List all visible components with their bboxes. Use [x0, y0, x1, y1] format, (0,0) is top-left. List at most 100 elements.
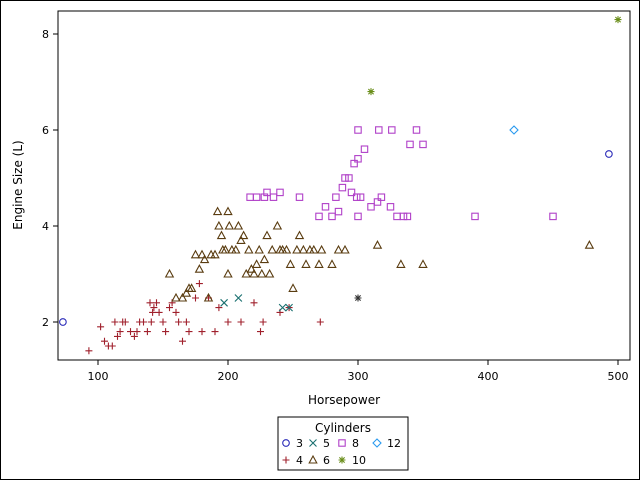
legend-label: 8 [352, 437, 359, 450]
data-point [257, 268, 267, 278]
data-point [179, 337, 186, 345]
data-point [252, 193, 261, 201]
data-point [262, 230, 272, 240]
data-point [605, 150, 613, 158]
data-point [97, 323, 105, 331]
data-points [59, 16, 622, 355]
data-point [177, 292, 188, 302]
data-point [149, 308, 157, 316]
data-point [171, 292, 181, 302]
data-point [234, 294, 243, 302]
data-point [211, 328, 219, 336]
data-point [215, 304, 223, 312]
legend-label: 4 [296, 454, 303, 467]
data-point [203, 292, 214, 302]
data-point [281, 244, 292, 254]
legend-items: 3 5 8 12 4 6 10 [282, 437, 401, 467]
data-point [259, 254, 270, 264]
data-point [263, 188, 271, 197]
data-point [354, 294, 362, 302]
data-point [298, 244, 309, 254]
data-point [267, 244, 277, 254]
data-point [182, 318, 190, 326]
data-point [338, 183, 347, 192]
data-point [210, 249, 220, 259]
data-point [328, 212, 336, 221]
data-point [166, 304, 173, 312]
data-point [224, 318, 232, 326]
data-point [85, 347, 93, 355]
data-point [418, 259, 428, 268]
data-point [233, 220, 244, 230]
data-point [333, 244, 344, 254]
data-point [195, 280, 203, 288]
data-point [471, 212, 479, 221]
data-point [216, 230, 227, 240]
data-point [367, 203, 375, 211]
data-point [276, 188, 284, 197]
data-point [130, 332, 138, 340]
data-point [147, 318, 155, 326]
data-point [373, 198, 382, 206]
legend-label: 5 [323, 437, 330, 450]
legend-item-6: 6 [308, 454, 330, 467]
data-point [212, 206, 223, 216]
data-point [386, 203, 395, 211]
data-point [294, 230, 305, 240]
y-axis-label: Engine Size (L) [11, 140, 25, 229]
x-tick-label: 200 [218, 370, 239, 383]
legend-item-8: 8 [338, 437, 359, 450]
data-point [406, 140, 414, 149]
data-point [399, 212, 408, 221]
y-tick-label: 2 [42, 316, 49, 329]
data-point [360, 145, 369, 153]
data-point [220, 244, 231, 254]
data-point [584, 240, 595, 249]
legend-label: 6 [323, 454, 330, 467]
x-tick-label: 100 [88, 370, 109, 383]
data-point [314, 259, 324, 268]
y-tick-label: 6 [42, 124, 49, 137]
legend-label: 12 [387, 437, 401, 450]
data-point [332, 193, 340, 201]
data-point [260, 193, 269, 201]
data-point [223, 206, 233, 216]
x-tick-label: 500 [608, 370, 629, 383]
data-point [155, 308, 163, 316]
data-point [278, 303, 287, 312]
data-point [412, 126, 421, 134]
data-point [321, 203, 330, 211]
legend-marker [338, 456, 346, 464]
legend-item-5: 5 [309, 437, 330, 450]
data-point [224, 220, 235, 230]
data-point [419, 140, 427, 149]
data-point [121, 318, 129, 326]
legend-marker [338, 439, 346, 447]
data-point [250, 299, 258, 307]
data-point [295, 193, 304, 201]
data-point [244, 244, 254, 254]
data-point [340, 244, 350, 254]
data-point [259, 318, 267, 326]
x-axis: 100 200 300 400 500 [88, 360, 629, 383]
data-point [403, 212, 412, 221]
data-point [162, 328, 170, 336]
data-point [190, 249, 201, 259]
data-point [198, 328, 206, 336]
data-point [236, 235, 246, 244]
data-point [150, 304, 158, 312]
data-point [214, 220, 224, 230]
data-point [375, 126, 383, 134]
data-point [354, 126, 362, 134]
data-point [347, 188, 356, 197]
data-point [345, 174, 353, 182]
legend: Cylinders 3 5 8 12 4 6 10 [277, 416, 409, 471]
data-point [185, 328, 193, 336]
data-point [316, 318, 324, 326]
data-point [334, 207, 343, 216]
data-point [327, 259, 337, 268]
data-point [372, 240, 383, 249]
legend-title: Cylinders [315, 421, 371, 435]
data-point [108, 342, 116, 350]
